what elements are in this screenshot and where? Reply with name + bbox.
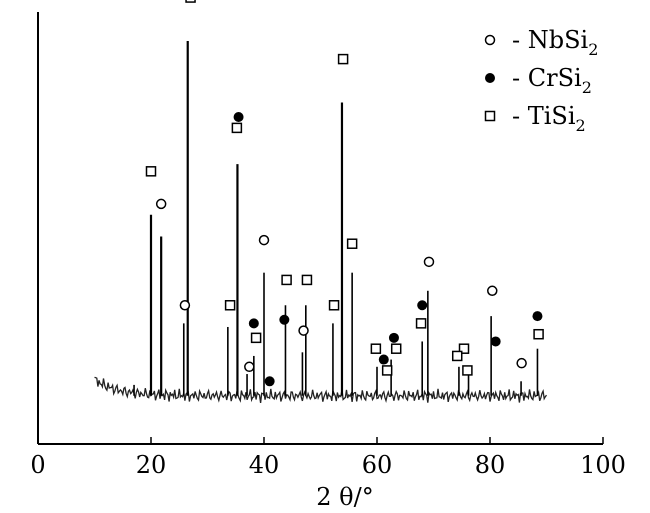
nbsi2-marker: [258, 234, 270, 246]
baseline-noise: [94, 376, 548, 403]
crsi2-marker: [233, 112, 244, 123]
x-tick-label: 0: [30, 451, 45, 479]
nbsi2-marker: [516, 357, 527, 369]
nbsi2-marker: [155, 198, 167, 210]
legend-label: - CrSi2: [512, 64, 592, 97]
crsi2-marker: [264, 376, 275, 387]
x-axis-ticks: 0 20 40 60 80 100: [30, 437, 626, 479]
tisi2-marker: [533, 328, 544, 340]
legend-item: - NbSi2: [484, 26, 598, 59]
phase-markers: [145, 0, 544, 387]
crsi2-marker: [388, 332, 399, 343]
crsi2-marker: [279, 314, 290, 325]
tisi2-marker: [390, 343, 402, 354]
tisi2-marker: [337, 53, 349, 65]
legend-item: - CrSi2: [485, 64, 592, 97]
nbsi2-marker: [487, 285, 498, 297]
nbsi2-marker: [423, 256, 435, 268]
nbsi2-marker: [244, 361, 255, 373]
crsi2-marker: [490, 336, 501, 347]
x-tick-label: 100: [580, 451, 626, 479]
pattern-baseline: [94, 376, 548, 403]
tisi2-marker: [462, 365, 473, 376]
nbsi2-marker: [179, 300, 191, 311]
legend: - NbSi2 - CrSi2 - TiSi2: [484, 26, 598, 135]
legend-label: - TiSi2: [512, 102, 586, 135]
diffraction-peaks: [133, 41, 539, 396]
x-axis-label: 2 θ/°: [316, 483, 373, 511]
tisi2-marker: [281, 274, 292, 286]
nbsi2-marker: [484, 34, 496, 46]
x-tick-label: 60: [362, 451, 393, 479]
tisi2-marker: [185, 0, 196, 3]
crsi2-marker: [417, 300, 428, 311]
tisi2-marker: [250, 332, 262, 344]
tisi2-marker: [451, 350, 463, 362]
tisi2-marker: [224, 300, 236, 311]
legend-label: - NbSi2: [512, 26, 598, 59]
tisi2-marker: [484, 110, 496, 122]
crsi2-marker: [248, 318, 259, 329]
x-tick-label: 40: [249, 451, 280, 479]
tisi2-marker: [458, 343, 470, 354]
legend-item: - TiSi2: [484, 102, 586, 135]
tisi2-marker: [415, 318, 427, 329]
nbsi2-marker: [298, 325, 309, 336]
x-tick-label: 20: [136, 451, 167, 479]
x-tick-label: 80: [475, 451, 506, 479]
tisi2-marker: [381, 365, 393, 376]
tisi2-marker: [231, 122, 243, 134]
tisi2-marker: [328, 300, 340, 311]
axes: [37, 12, 603, 445]
crsi2-marker: [378, 354, 389, 365]
tisi2-marker: [301, 274, 313, 286]
tisi2-marker: [346, 238, 358, 249]
crsi2-marker: [485, 73, 495, 83]
tisi2-marker: [145, 166, 157, 177]
tisi2-marker: [370, 343, 382, 354]
crsi2-marker: [532, 311, 543, 322]
